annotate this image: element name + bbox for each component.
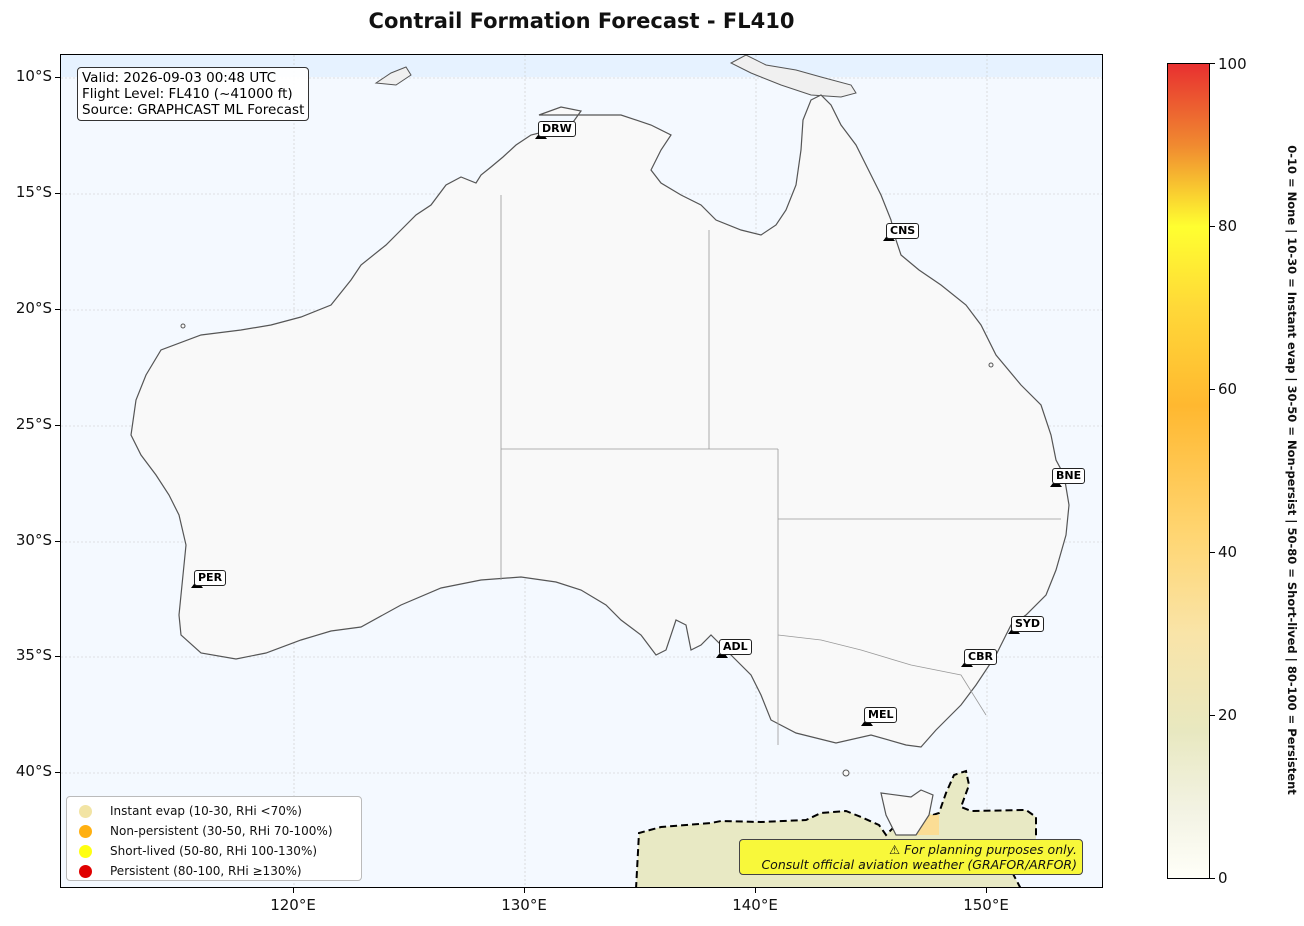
tasmania — [880, 789, 934, 836]
airport-label-syd[interactable]: SYD — [1011, 616, 1045, 632]
airport-label-cbr[interactable]: CBR — [964, 649, 997, 665]
x-tick-label: 140°E — [732, 896, 778, 914]
x-tick — [986, 888, 987, 893]
airport-label-bne[interactable]: BNE — [1052, 468, 1086, 484]
legend-item: Instant evap (10-30, RHi <70%) — [79, 801, 361, 821]
y-tick — [55, 309, 60, 310]
y-tick — [55, 77, 60, 78]
chart-title: Contrail Formation Forecast - FL410 — [368, 9, 795, 33]
airport-label-per[interactable]: PER — [194, 570, 227, 586]
colorbar-tick-label: 20 — [1218, 706, 1238, 724]
island-dot — [988, 362, 994, 368]
colorbar — [1167, 63, 1210, 879]
y-tick — [55, 541, 60, 542]
island-timor — [374, 66, 412, 86]
airport-label-mel[interactable]: MEL — [864, 707, 898, 723]
y-tick-label: 30°S — [15, 531, 52, 549]
legend-label: Persistent (80-100, RHi ≥130%) — [110, 864, 302, 878]
legend-dot-icon — [79, 824, 92, 838]
colorbar-tick — [1210, 226, 1215, 227]
y-tick-label: 15°S — [15, 183, 52, 201]
legend-item: Persistent (80-100, RHi ≥130%) — [79, 861, 361, 881]
legend-label: Short-lived (50-80, RHi 100-130%) — [110, 844, 318, 858]
y-tick — [55, 772, 60, 773]
legend-label: Instant evap (10-30, RHi <70%) — [110, 804, 302, 818]
map-canvas — [61, 55, 1102, 887]
colorbar-tick-label: 0 — [1218, 869, 1228, 887]
data-source: Source: GRAPHCAST ML Forecast — [82, 102, 305, 118]
x-tick-label: 120°E — [270, 896, 316, 914]
colorbar-title: 0-10 = None | 10-30 = Instant evap | 30-… — [1282, 70, 1302, 870]
legend-dot-icon — [79, 864, 92, 878]
colorbar-tick — [1210, 878, 1215, 879]
x-tick-label: 150°E — [963, 896, 1009, 914]
y-tick-label: 35°S — [15, 646, 52, 664]
airport-label-adl[interactable]: ADL — [719, 639, 752, 655]
colorbar-tick — [1210, 715, 1215, 716]
airport-label-drw[interactable]: DRW — [538, 121, 576, 137]
forecast-info-box: Valid: 2026-09-03 00:48 UTC Flight Level… — [77, 67, 310, 121]
colorbar-tick-label: 60 — [1218, 380, 1238, 398]
x-tick — [293, 888, 294, 893]
y-tick-label: 10°S — [15, 67, 52, 85]
colorbar-tick — [1210, 389, 1215, 390]
colorbar-tick-label: 100 — [1218, 55, 1247, 73]
state-borders — [500, 195, 1061, 745]
y-tick-label: 25°S — [15, 415, 52, 433]
island-dot — [180, 323, 186, 329]
warning-line-1: ⚠ For planning purposes only. — [889, 842, 1077, 857]
planning-warning: ⚠ For planning purposes only. Consult of… — [739, 839, 1083, 875]
colorbar-title-text: 0-10 = None | 10-30 = Instant evap | 30-… — [1285, 145, 1299, 795]
airport-label-cns[interactable]: CNS — [886, 223, 920, 239]
colorbar-tick — [1210, 552, 1215, 553]
new-guinea — [729, 55, 857, 98]
map-area[interactable] — [60, 54, 1103, 888]
valid-time: Valid: 2026-09-03 00:48 UTC — [82, 70, 277, 86]
colorbar-tick — [1210, 63, 1215, 64]
y-tick — [55, 425, 60, 426]
australia-mainland — [130, 94, 1070, 748]
warning-line-2: Consult official aviation weather (GRAFO… — [761, 857, 1077, 872]
colorbar-tick-label: 80 — [1218, 217, 1238, 235]
y-tick-label: 20°S — [15, 299, 52, 317]
island-dot — [842, 769, 850, 777]
legend-dot-icon — [79, 804, 92, 818]
legend-item: Non-persistent (30-50, RHi 70-100%) — [79, 821, 361, 841]
x-tick-label: 130°E — [501, 896, 547, 914]
map-legend: Instant evap (10-30, RHi <70%) Non-persi… — [66, 796, 362, 881]
y-tick — [55, 656, 60, 657]
legend-item: Short-lived (50-80, RHi 100-130%) — [79, 841, 361, 861]
y-tick-label: 40°S — [15, 762, 52, 780]
legend-dot-icon — [79, 844, 92, 858]
flight-level: Flight Level: FL410 (~41000 ft) — [82, 86, 293, 102]
x-tick — [524, 888, 525, 893]
legend-label: Non-persistent (30-50, RHi 70-100%) — [110, 824, 333, 838]
colorbar-tick-label: 40 — [1218, 543, 1238, 561]
top-ocean-band — [61, 55, 1102, 77]
x-tick — [755, 888, 756, 893]
y-tick — [55, 193, 60, 194]
